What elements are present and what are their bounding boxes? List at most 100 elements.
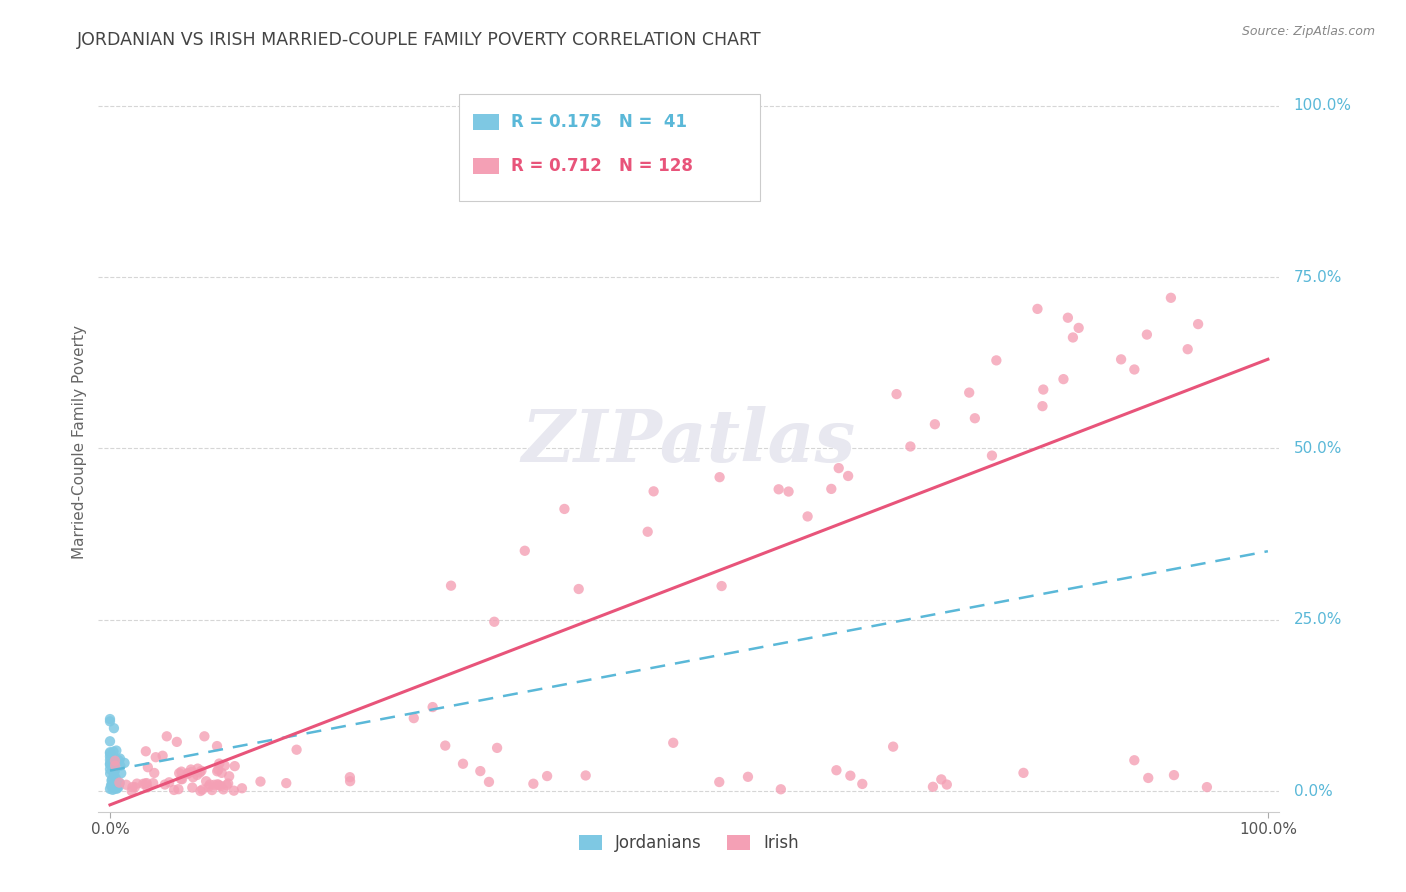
Point [135, 744, 157, 758]
Text: 25.0%: 25.0% [1294, 612, 1341, 627]
Point [536, 769, 558, 783]
Point [103, 768, 125, 782]
FancyBboxPatch shape [472, 158, 499, 174]
Point [98, 745, 121, 759]
Text: Source: ZipAtlas.com: Source: ZipAtlas.com [1241, 25, 1375, 38]
FancyBboxPatch shape [458, 94, 759, 201]
Point [103, 745, 125, 759]
Point [98, 753, 121, 767]
Point [104, 764, 127, 779]
Point [110, 766, 132, 780]
Point [104, 756, 127, 771]
Point [202, 778, 225, 792]
Point [470, 764, 492, 778]
Point [710, 579, 733, 593]
Point [181, 780, 204, 795]
Point [882, 739, 904, 754]
Point [108, 751, 131, 765]
Point [121, 784, 143, 798]
Point [205, 764, 228, 779]
Point [224, 759, 246, 773]
Point [98, 766, 121, 780]
Point [217, 776, 239, 790]
Point [825, 763, 848, 777]
Text: 50.0%: 50.0% [1294, 441, 1341, 456]
Point [103, 721, 125, 735]
Point [198, 777, 221, 791]
Point [190, 784, 212, 798]
Point [1026, 301, 1049, 316]
Point [103, 764, 125, 778]
Point [101, 772, 124, 787]
Point [153, 777, 176, 791]
Y-axis label: Married-Couple Family Poverty: Married-Couple Family Poverty [72, 325, 87, 558]
Point [422, 700, 444, 714]
Point [114, 756, 136, 770]
Point [145, 750, 167, 764]
Point [957, 385, 980, 400]
Point [132, 777, 155, 791]
Point [187, 762, 209, 776]
Point [170, 764, 193, 779]
Point [709, 470, 731, 484]
Legend: Jordanians, Irish: Jordanians, Irish [572, 828, 806, 859]
Point [513, 543, 536, 558]
Point [339, 774, 361, 789]
Point [981, 449, 1004, 463]
Point [214, 758, 236, 772]
Point [166, 735, 188, 749]
Text: R = 0.175   N =  41: R = 0.175 N = 41 [510, 112, 686, 131]
Point [125, 777, 148, 791]
Point [193, 729, 215, 743]
Point [1137, 771, 1160, 785]
Point [170, 772, 193, 787]
Point [124, 780, 146, 794]
Point [207, 777, 229, 791]
Point [209, 779, 232, 793]
Point [108, 778, 131, 792]
Point [103, 781, 125, 796]
Point [98, 756, 121, 771]
Point [662, 736, 685, 750]
Point [553, 502, 575, 516]
Point [929, 772, 952, 787]
Point [215, 778, 238, 792]
Point [195, 774, 218, 789]
Text: ZIPatlas: ZIPatlas [522, 406, 856, 477]
Point [104, 781, 127, 796]
Point [285, 742, 308, 756]
Point [522, 777, 544, 791]
Point [143, 766, 166, 780]
Point [1160, 291, 1182, 305]
Point [136, 780, 159, 795]
Point [963, 411, 986, 425]
Point [156, 729, 179, 743]
Point [170, 772, 193, 786]
Point [451, 756, 474, 771]
Point [98, 714, 121, 729]
Point [1012, 765, 1035, 780]
Point [104, 758, 127, 772]
Point [163, 783, 186, 797]
Point [796, 509, 818, 524]
Point [935, 778, 957, 792]
Point [486, 740, 509, 755]
Point [167, 782, 190, 797]
Point [276, 776, 298, 790]
Point [922, 780, 945, 794]
Point [188, 765, 211, 780]
Point [768, 483, 790, 497]
Point [1136, 327, 1159, 342]
Point [101, 782, 124, 797]
Point [136, 760, 159, 774]
Point [105, 778, 128, 792]
Point [142, 776, 165, 790]
Point [101, 777, 124, 791]
FancyBboxPatch shape [472, 113, 499, 130]
Text: 75.0%: 75.0% [1294, 269, 1341, 285]
Point [820, 482, 842, 496]
Point [1163, 768, 1185, 782]
Point [1062, 330, 1084, 344]
Point [986, 353, 1008, 368]
Point [201, 783, 224, 797]
